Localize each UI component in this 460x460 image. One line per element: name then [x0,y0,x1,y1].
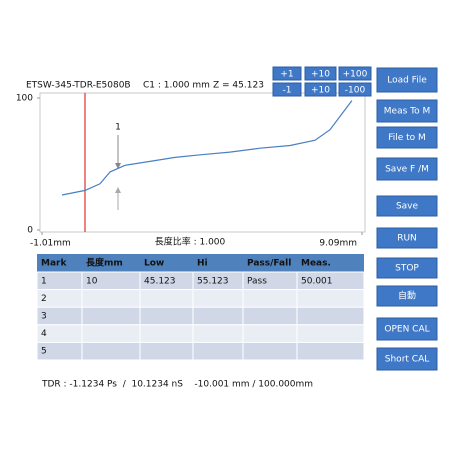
step-button[interactable]: +10 [304,66,337,81]
trace [61,100,353,196]
side-button[interactable]: RUN [376,227,438,249]
marker-label: 1 [115,123,121,133]
step-button[interactable]: +100 [338,66,372,81]
cell: 10 [86,276,98,286]
column-header: Low [144,259,164,269]
side-button[interactable]: Short CAL [376,347,438,371]
marker-arrow-head [115,163,121,169]
plot-frame [39,92,366,233]
button-label[interactable]: +100 [343,70,368,80]
cell: 55.123 [197,276,229,286]
button-label[interactable]: -1 [283,86,292,96]
column-header: Meas. [301,259,331,269]
y-tick-label: 0 [27,226,33,236]
cell: 4 [41,329,47,339]
ratio-label: 長度比率 : 1.000 [155,236,226,248]
column-header: 長度mm [86,257,123,269]
table-row [36,324,365,343]
button-label[interactable]: -100 [345,86,366,96]
table-row [36,306,365,326]
button-label[interactable]: STOP [395,264,419,274]
button-bg[interactable] [376,347,438,371]
cell: 5 [41,347,47,357]
step-button[interactable]: +1 [272,66,302,81]
button-bg[interactable] [376,227,438,249]
button-label[interactable]: Meas To M [384,107,430,117]
x-tick-label: -1.01mm [30,239,71,249]
column-header: Hi [197,259,208,269]
cell: 50.001 [301,276,333,286]
side-button[interactable]: File to M [376,126,438,149]
cell: Pass [247,276,267,286]
device-name: ETSW-345-TDR-E5080B [26,81,131,91]
button-label[interactable]: 自動 [398,290,416,302]
button-bg[interactable] [376,257,438,279]
button-bg[interactable] [376,285,438,307]
cursor-position: C1 : 1.000 mm [143,81,210,91]
button-bg[interactable] [376,157,438,181]
button-bg[interactable] [304,66,337,81]
button-bg[interactable] [338,82,372,97]
column-header: Mark [41,259,67,269]
button-bg[interactable] [304,82,337,97]
button-bg[interactable] [272,82,302,97]
button-label[interactable]: Save F /M [385,165,429,175]
button-label[interactable]: Load File [387,76,427,86]
side-button[interactable]: Save [376,195,438,217]
step-button[interactable]: +10 [304,82,337,97]
cell: 2 [41,294,47,304]
side-button[interactable]: Load File [376,67,438,93]
step-button[interactable]: -1 [272,82,302,97]
table-row [36,289,365,308]
button-bg[interactable] [376,195,438,217]
button-label[interactable]: +10 [311,86,330,96]
button-bg[interactable] [338,66,372,81]
button-label[interactable]: File to M [388,133,426,143]
cell: 3 [41,312,47,322]
side-button[interactable]: 自動 [376,285,438,307]
button-bg[interactable] [376,99,438,123]
marker-arrow-head [115,187,121,193]
cell: 45.123 [144,276,176,286]
step-button[interactable]: -100 [338,82,372,97]
button-label[interactable]: +10 [311,70,330,80]
side-button[interactable]: Save F /M [376,157,438,181]
button-label[interactable]: RUN [397,234,417,244]
button-bg[interactable] [376,126,438,149]
button-bg[interactable] [376,317,438,341]
cell: 1 [41,276,47,286]
button-label[interactable]: +1 [280,70,293,80]
table-row [36,341,365,361]
y-tick-label: 100 [16,94,33,104]
x-tick-label: 9.09mm [319,239,357,249]
status-footer: TDR : -1.1234 Ps / 10.1234 nS -10.001 mm… [41,380,313,390]
side-button[interactable]: STOP [376,257,438,279]
side-button[interactable]: OPEN CAL [376,317,438,341]
button-bg[interactable] [376,67,438,93]
table-header-bg [37,254,364,272]
button-bg[interactable] [272,66,302,81]
button-label[interactable]: OPEN CAL [384,325,429,335]
button-label[interactable]: Save [396,202,419,212]
side-button[interactable]: Meas To M [376,99,438,123]
column-header: Pass/Fall [247,259,291,269]
impedance: Z = 45.123 [213,81,264,91]
button-label[interactable]: Short CAL [385,355,429,365]
